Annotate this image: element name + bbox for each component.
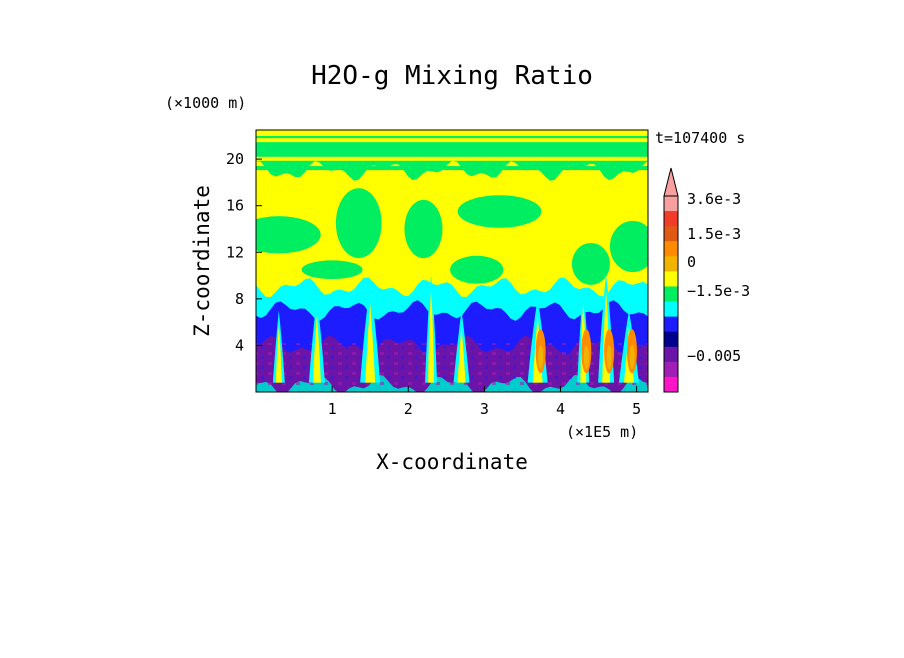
green-patch [256, 216, 321, 254]
streak [256, 156, 648, 161]
streak [256, 166, 648, 171]
colorbar-level-label: 3.6e-3 [687, 190, 741, 208]
y-unit-label: (×1000 m) [165, 94, 246, 112]
colorbar-level-label: −1.5e-3 [687, 282, 750, 300]
x-tick-label: 4 [556, 400, 565, 418]
green-patch [571, 242, 610, 285]
x-unit-label: (×1E5 m) [566, 423, 638, 441]
colorbar-swatch [664, 241, 678, 257]
colorbar-swatch [664, 211, 678, 227]
colorbar-level-label: 0 [687, 253, 696, 271]
chart-title: H2O-g Mixing Ratio [311, 61, 593, 91]
y-axis-label: Z-coordinate [190, 185, 214, 337]
plot-frame [255, 129, 649, 393]
colorbar-swatch [664, 196, 678, 212]
colorbar: 3.6e-3 1.5e-3 0 −1.5e-3 −0.005 [663, 167, 750, 393]
warm-core-inner [538, 345, 544, 370]
warm-core-inner [606, 345, 612, 370]
plume-core [457, 326, 466, 383]
y-tick-label: 16 [226, 197, 244, 215]
colorbar-frame [663, 195, 679, 393]
time-label: t=107400 s [655, 129, 745, 147]
mixing-ratio-field [256, 130, 648, 392]
green-patch [609, 220, 648, 273]
y-tick-label: 8 [235, 290, 244, 308]
plume-core [365, 303, 376, 383]
green-patch [450, 255, 504, 284]
colorbar-swatch [664, 346, 678, 363]
x-axis-label: X-coordinate [376, 450, 528, 474]
green-patch [301, 260, 363, 280]
colorbar-swatch [664, 361, 678, 378]
plume-core [312, 314, 321, 383]
plume-core [428, 291, 435, 383]
green-patch [404, 199, 443, 259]
colorbar-swatch [664, 256, 678, 272]
y-axis-ticks: 4 8 12 16 20 [226, 150, 262, 354]
warm-core-inner [583, 345, 589, 370]
colorbar-swatch [664, 331, 678, 348]
colorbar-swatch [664, 316, 678, 333]
green-patch [335, 188, 382, 259]
x-tick-label: 2 [404, 400, 413, 418]
y-tick-label: 4 [235, 336, 244, 354]
x-tick-label: 3 [480, 400, 489, 418]
plume-core [275, 326, 282, 383]
colorbar-swatch [664, 376, 678, 393]
colorbar-extend-arrow [663, 167, 679, 197]
colorbar-level-label: 1.5e-3 [687, 225, 741, 243]
streak [256, 138, 648, 143]
green-patch [457, 195, 542, 228]
y-tick-label: 20 [226, 150, 244, 168]
layer-band [256, 375, 648, 392]
x-tick-label: 5 [632, 400, 641, 418]
y-tick-label: 12 [226, 243, 244, 261]
colorbar-swatch [664, 271, 678, 287]
colorbar-swatch [664, 226, 678, 242]
colorbar-swatch [664, 301, 678, 318]
top-streak [256, 130, 648, 136]
warm-core-inner [629, 345, 635, 370]
colorbar-swatch [664, 286, 678, 303]
x-tick-label: 1 [328, 400, 337, 418]
colorbar-level-label: −0.005 [687, 347, 741, 365]
x-axis-ticks: 1 2 3 4 5 [328, 386, 641, 418]
